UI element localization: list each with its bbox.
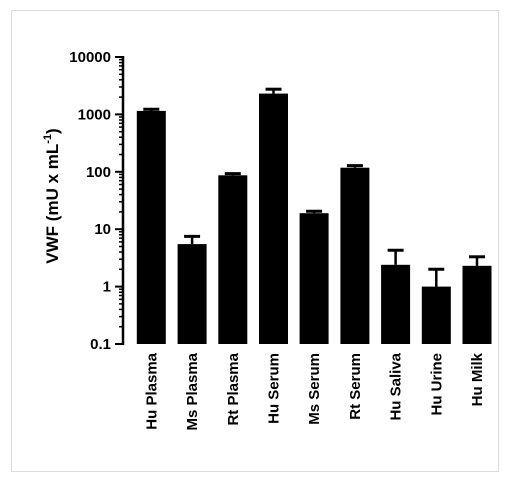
x-tick-label-ms-plasma: Ms Plasma [184, 352, 201, 430]
x-tick-label-rt-serum: Rt Serum [347, 353, 364, 420]
x-tick-label-hu-plasma: Hu Plasma [143, 352, 160, 429]
x-tick-label-rt-plasma: Rt Plasma [225, 352, 242, 425]
bar-ms-serum [299, 213, 329, 344]
y-axis-title-superscript: -1 [42, 134, 54, 144]
bar-hu-plasma [136, 110, 166, 345]
y-tick-label-0.1: 0.1 [90, 336, 111, 353]
y-tick-label-1000: 1000 [78, 106, 111, 123]
error-bars-group [143, 87, 485, 287]
y-tick-label-100: 100 [86, 164, 111, 181]
x-tick-label-hu-serum: Hu Serum [266, 353, 283, 424]
y-tick-label-10000: 10000 [69, 49, 111, 66]
x-tick-label-hu-milk: Hu Milk [469, 352, 486, 406]
y-axis-title-main: VWF (mU x mL [43, 144, 62, 264]
x-tick-label-hu-saliva: Hu Saliva [388, 352, 405, 420]
bars-group [136, 93, 492, 345]
bar-hu-urine [421, 286, 451, 344]
bar-rt-serum [340, 167, 370, 344]
bar-hu-saliva [381, 264, 411, 344]
bar-rt-plasma [218, 175, 248, 344]
y-tick-label-1: 1 [103, 279, 111, 296]
y-axis-title-close: ) [43, 128, 62, 134]
y-tick-label-10: 10 [94, 221, 111, 238]
axes-group [115, 56, 125, 345]
y-axis-title: VWF (mU x mL-1) [42, 128, 62, 263]
bar-hu-milk [462, 265, 492, 344]
labels-group: Hu Plasma Ms Plasma Rt Plasma Hu Serum Ms Se… [69, 49, 486, 431]
bar-hu-serum [259, 93, 288, 344]
chart-frame [11, 10, 499, 472]
x-tick-label-ms-serum: Ms Serum [306, 353, 323, 425]
bar-ms-plasma [177, 244, 207, 344]
x-tick-label-hu-urine: Hu Urine [428, 353, 445, 416]
